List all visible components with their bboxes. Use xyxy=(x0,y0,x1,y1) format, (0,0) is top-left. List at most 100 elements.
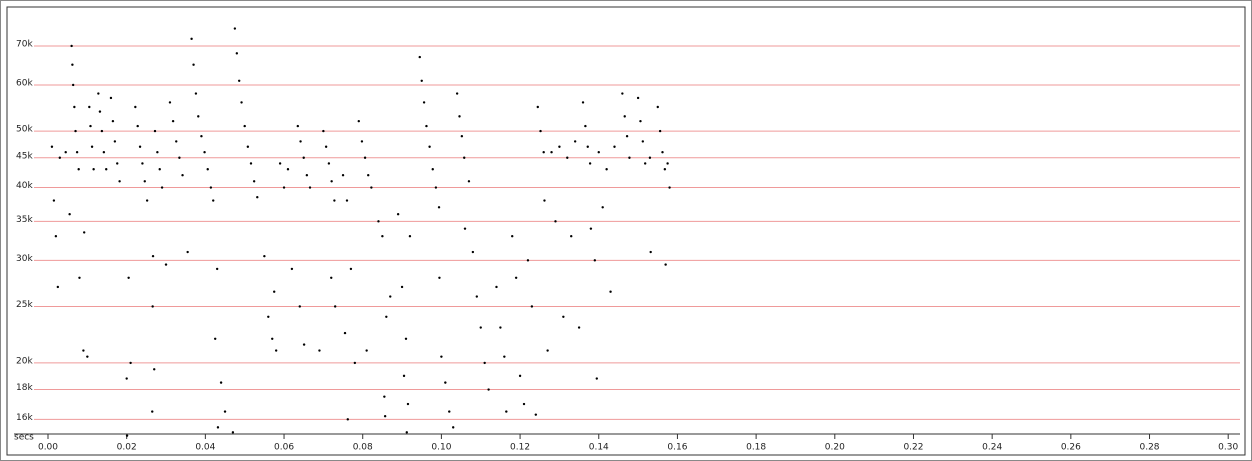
point xyxy=(370,186,373,189)
point xyxy=(54,235,58,238)
point xyxy=(349,267,353,271)
point xyxy=(82,349,85,352)
point xyxy=(400,285,404,289)
point xyxy=(363,156,367,159)
point xyxy=(625,135,629,138)
point xyxy=(249,162,253,165)
point xyxy=(589,227,593,230)
point xyxy=(168,101,172,104)
point xyxy=(365,349,368,352)
point xyxy=(438,276,441,279)
point xyxy=(64,150,67,154)
point xyxy=(98,110,102,113)
point xyxy=(111,119,115,123)
y-tick-label: 35k xyxy=(16,215,33,225)
point xyxy=(216,426,220,429)
point xyxy=(153,368,156,371)
y-tick-label: 18k xyxy=(16,383,33,393)
point xyxy=(353,361,357,365)
point xyxy=(343,331,347,335)
point xyxy=(90,145,94,148)
y-tick-label: 60k xyxy=(16,78,33,88)
x-tick-label: 0.02 xyxy=(117,443,137,453)
point xyxy=(341,174,345,177)
point xyxy=(56,285,60,289)
point xyxy=(200,135,203,138)
point xyxy=(302,156,305,159)
point xyxy=(243,124,246,128)
point xyxy=(460,135,464,138)
point xyxy=(648,156,652,159)
point xyxy=(383,395,386,398)
point xyxy=(420,79,423,82)
point xyxy=(546,349,549,352)
point xyxy=(181,174,184,177)
point xyxy=(613,145,616,148)
point xyxy=(151,254,155,258)
point xyxy=(487,388,490,391)
point xyxy=(151,305,154,308)
point xyxy=(628,156,631,159)
y-tick-label: 70k xyxy=(16,39,33,49)
point xyxy=(570,235,573,238)
point xyxy=(595,377,598,380)
point xyxy=(125,434,129,437)
x-axis-label: secs xyxy=(14,433,34,443)
point xyxy=(223,410,227,413)
point xyxy=(597,150,600,154)
point xyxy=(286,168,290,171)
x-tick-label: 0.06 xyxy=(274,443,294,453)
point xyxy=(554,220,557,223)
point xyxy=(434,186,438,189)
point xyxy=(296,124,300,128)
point xyxy=(190,37,193,41)
point xyxy=(308,186,312,189)
point xyxy=(92,168,95,171)
point xyxy=(116,162,119,165)
point xyxy=(543,199,546,202)
point xyxy=(463,156,466,159)
x-tick-label: 0.14 xyxy=(589,443,609,453)
point xyxy=(82,231,86,234)
point xyxy=(327,162,331,165)
point xyxy=(192,63,195,66)
point xyxy=(526,259,530,262)
point xyxy=(588,162,592,165)
point xyxy=(377,220,380,223)
point xyxy=(134,105,137,109)
point xyxy=(346,418,349,421)
point xyxy=(381,235,384,238)
point xyxy=(573,140,577,143)
point xyxy=(385,315,388,318)
point xyxy=(278,162,282,165)
point xyxy=(550,150,553,154)
point xyxy=(52,199,56,202)
point xyxy=(418,55,421,59)
point xyxy=(102,150,106,154)
point xyxy=(641,140,645,143)
point xyxy=(402,374,406,378)
point xyxy=(175,140,178,143)
point xyxy=(298,305,301,308)
point xyxy=(530,305,534,308)
point xyxy=(75,150,79,154)
point xyxy=(68,213,71,216)
point xyxy=(584,124,587,128)
x-tick-label: 0.30 xyxy=(1218,443,1238,453)
point xyxy=(499,326,502,329)
y-tick-label: 50k xyxy=(16,125,33,135)
point xyxy=(536,105,539,109)
point xyxy=(302,343,306,346)
point xyxy=(405,431,408,434)
point xyxy=(212,199,215,202)
point xyxy=(345,199,349,202)
y-tick-label: 25k xyxy=(16,300,33,310)
point xyxy=(203,150,206,154)
point xyxy=(661,150,664,154)
x-tick-label: 0.26 xyxy=(1061,443,1081,453)
point xyxy=(558,145,561,148)
point xyxy=(194,92,198,95)
point xyxy=(88,105,91,109)
point xyxy=(240,101,243,104)
